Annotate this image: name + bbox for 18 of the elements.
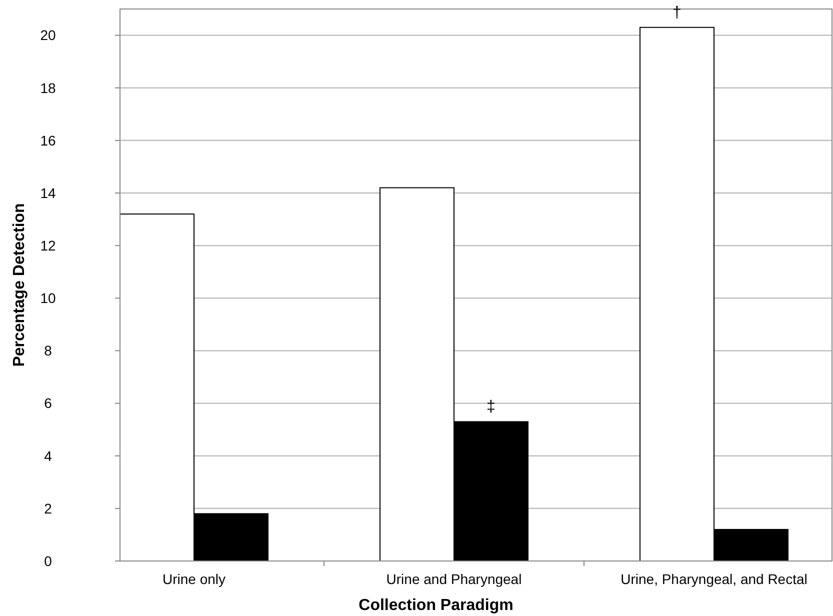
y-tick-label: 20: [40, 27, 56, 44]
y-tick-label: 0: [44, 552, 52, 569]
y-tick-label: 2: [44, 500, 52, 516]
y-tick-label: 4: [44, 448, 52, 464]
x-tick-label: Urine only: [162, 571, 226, 587]
y-tick-label: 6: [44, 395, 52, 412]
y-tick-label: 18: [40, 80, 56, 96]
x-tick-label: Urine and Pharyngeal: [386, 571, 522, 587]
y-tick-label: 12: [40, 237, 56, 254]
y-tick-label: 16: [40, 132, 56, 148]
y-tick-label: 8: [44, 342, 52, 359]
y-tick-label: 10: [40, 290, 56, 306]
annotation: ‡: [486, 398, 496, 416]
y-axis-title: Percentage Detection: [11, 203, 28, 367]
x-axis-title: Collection Paradigm: [358, 597, 514, 614]
x-tick-label: Urine, Pharyngeal, and Rectal: [620, 571, 808, 587]
annotation: †: [672, 4, 682, 22]
y-tick-label: 14: [40, 184, 56, 201]
